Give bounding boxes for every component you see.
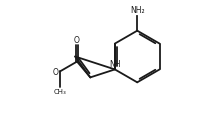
Text: NH: NH [109, 60, 121, 69]
Text: O: O [52, 67, 58, 76]
Text: O: O [74, 35, 80, 44]
Text: CH₃: CH₃ [54, 88, 67, 94]
Text: NH₂: NH₂ [130, 6, 145, 15]
